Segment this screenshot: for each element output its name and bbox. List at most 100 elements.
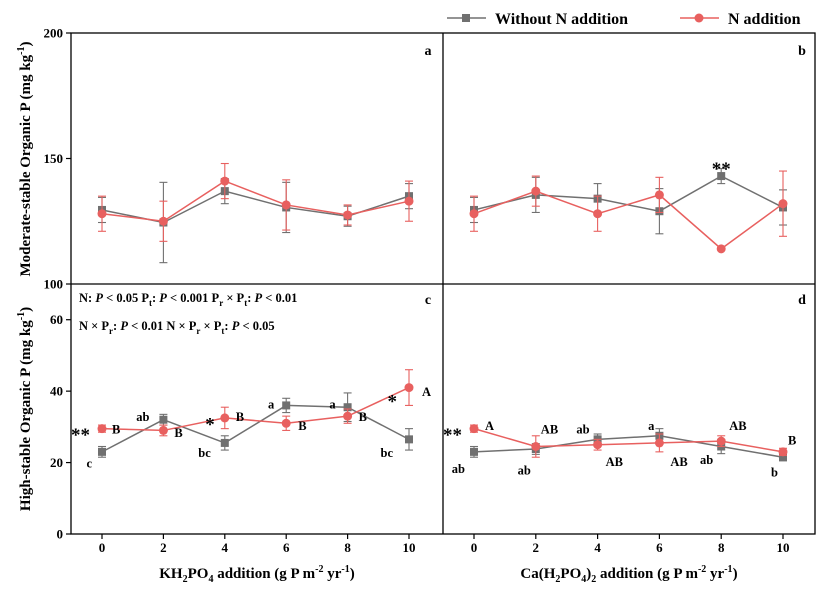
data-point-circle [404,196,414,206]
annotation-letter: ab [700,453,713,467]
data-point-circle [778,447,788,457]
data-point-circle [281,418,291,428]
stats-part: < 0.05 P [103,291,149,305]
stats-part: : [113,319,120,333]
data-point-circle [531,442,541,451]
data-point-circle [158,216,168,226]
y-axis-label-top: Moderate-stable Organic P (mg kg-1) [16,42,34,277]
stats-part: P [232,319,240,333]
data-point-square [470,447,478,456]
data-series [97,162,788,462]
annotation-letter: bc [381,446,394,460]
data-point-square [159,415,168,424]
annotation-letter: A [422,385,431,399]
annotation-letter: ab [518,464,531,478]
stats-part: × P [200,319,221,333]
data-point-square [220,438,229,447]
x-tick-label: 8 [718,540,725,555]
x-tick-label: 10 [403,540,416,555]
annotation-letter: ab [136,410,149,424]
stats-part: P [95,291,103,305]
series-line-a-1 [101,180,410,223]
annotation-letter: B [359,410,367,424]
x-tick-label: 0 [471,540,478,555]
x-tick-label: 8 [344,540,351,555]
annotation-letter: a [329,398,336,412]
stats-part: : [224,319,231,333]
annotation-letter: AB [670,455,687,469]
annotation-letter: ab [452,462,465,476]
y-tick-label: 200 [44,26,64,41]
annotation-letter: AB [606,455,623,469]
stats-part: r [196,326,200,336]
stats-part: N: [79,291,95,305]
stats-part: < 0.01 [262,291,297,305]
series-line-a-0 [101,190,410,224]
data-point-square [779,453,787,462]
y-tick-label: 60 [50,312,63,327]
data-point-square [343,403,352,412]
data-point-circle [531,186,541,196]
data-point-circle [97,424,107,434]
y-tick-label: 20 [50,455,63,470]
panel-label-a: a [425,44,432,59]
stats-part: < 0.05 [239,319,274,333]
data-point-circle [404,383,414,393]
annotation-letter: bc [198,446,211,460]
stats-line-1: N: P < 0.05 Pt: P < 0.001 Pr × Pt: P < 0… [79,291,297,308]
stats-part: × P [223,291,244,305]
legend-label-without: Without N addition [495,11,628,28]
annotation-letter: B [298,419,306,433]
data-point-circle [158,425,168,435]
y-tick-label: 100 [44,277,64,292]
data-point-circle [716,436,726,446]
annotation-star: ** [443,425,462,446]
annotation-star: ** [712,159,731,180]
legend: Without N addition N addition [447,11,801,28]
panel-label-c: c [425,293,431,308]
annotation-letter: AB [729,419,746,433]
series-line-b-0 [473,175,784,213]
legend-marker-with [694,13,704,23]
stats-part: r [219,298,223,308]
data-point-circle [469,209,479,219]
data-point-circle [469,424,479,434]
series-line-d-0 [473,435,784,458]
x-tick-label: 4 [594,540,601,555]
stats-part: N × P [79,319,109,333]
x-tick-label: 2 [160,540,167,555]
annotation-star: ** [71,425,90,446]
legend-marker-without [462,14,470,22]
stats-part: P [159,291,167,305]
annotation-letter: ab [576,423,589,437]
data-point-circle [343,411,353,421]
x-axis-label-left: KH2PO4 addition (g P m-2 yr-1) [159,564,354,585]
legend-label-with: N addition [728,11,801,28]
data-point-circle [716,244,726,254]
annotation-letter: B [236,410,244,424]
data-point-square [98,447,106,456]
y-tick-label: 150 [44,151,64,166]
y-tick-label: 40 [50,384,63,399]
data-point-square [405,435,413,444]
stats-part: t [221,326,224,336]
y-axis-label-bottom: High-stable Organic P (mg kg-1) [16,307,34,511]
x-tick-label: 6 [283,540,290,555]
stats-part: < 0.01 N × P [128,319,197,333]
stats-part: P [120,319,128,333]
y-tick-label: 0 [57,527,64,542]
panel-label-b: b [798,44,806,59]
panel-label-d: d [798,293,806,308]
stats-part: t [244,298,247,308]
stats-part: P [255,291,263,305]
data-point-circle [220,176,230,186]
series-line-b-1 [473,190,784,250]
data-point-circle [97,209,107,219]
stats-part: : [152,291,159,305]
annotation-letter: B [174,426,182,440]
series-line-d-1 [473,427,784,453]
data-point-circle [654,438,664,448]
